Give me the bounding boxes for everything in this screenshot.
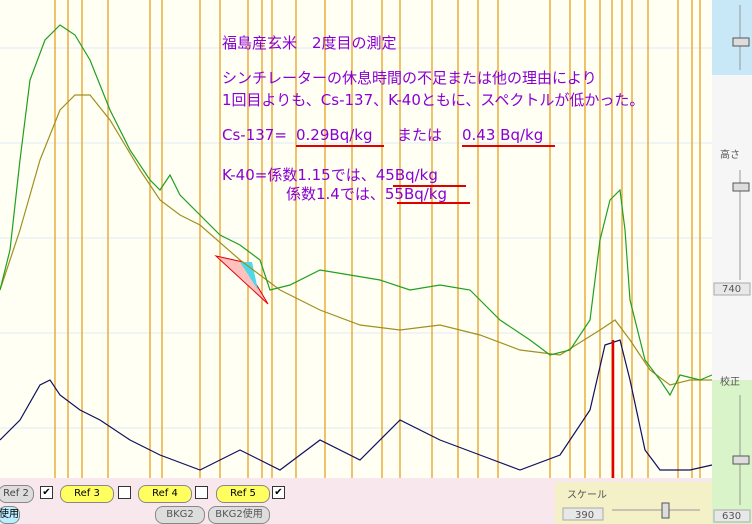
plot-bg	[0, 0, 712, 478]
side-mid	[712, 75, 752, 380]
note-line: シンチレーターの休息時間の不足または他の理由により	[222, 69, 597, 87]
scale-value: 390	[575, 510, 594, 521]
k40-line: K-40=係数1.15では、45Bq/kg	[222, 166, 438, 184]
cs-value: 0.43 Bq/kg	[462, 126, 543, 144]
bkg-use-button[interactable]: BKG2使用	[208, 506, 270, 524]
cs-sep: または	[397, 126, 442, 144]
height-label: 高さ	[720, 148, 740, 161]
height-slider[interactable]	[732, 182, 750, 192]
value-box	[562, 507, 604, 521]
checkbox[interactable]: ✔	[272, 486, 285, 499]
title: 福島産玄米 2度目の測定	[222, 34, 397, 52]
cs-value: 0.29Bq/kg	[296, 126, 372, 144]
use-button[interactable]: 使用	[0, 506, 20, 524]
side-bottom	[712, 380, 752, 524]
checkbox[interactable]: ✔	[40, 486, 53, 499]
ref-button[interactable]: Ref 4	[138, 485, 192, 503]
cs-label: Cs-137=	[222, 126, 287, 144]
scale-slider[interactable]	[661, 502, 670, 519]
grid	[0, 47, 712, 429]
value-box	[713, 509, 751, 523]
bkg-button[interactable]: BKG2	[155, 506, 205, 524]
ref-button[interactable]: Ref 3	[60, 485, 114, 503]
olive-spectrum	[0, 94, 712, 386]
green-spectrum	[0, 24, 713, 397]
value-box	[713, 282, 751, 296]
calib-label: 校正	[720, 375, 740, 388]
scale-label: スケール	[567, 489, 607, 501]
height-value: 740	[722, 284, 741, 295]
note-line: 1回目よりも、Cs-137、K-40ともに、スペクトルが低かった。	[222, 91, 644, 109]
slider-thumb[interactable]	[732, 37, 750, 47]
peak-area	[240, 262, 258, 290]
ref-button[interactable]: Ref 5	[216, 485, 270, 503]
calib-value: 630	[722, 511, 741, 522]
ref-button[interactable]: Ref 2	[0, 485, 34, 503]
checkbox[interactable]	[118, 486, 131, 499]
navy-spectrum	[0, 339, 713, 471]
roi-lines	[54, 0, 701, 478]
calib-slider[interactable]	[732, 455, 750, 465]
k40-line: 係数1.4では、55Bq/kg	[286, 185, 447, 203]
checkbox[interactable]	[195, 486, 208, 499]
